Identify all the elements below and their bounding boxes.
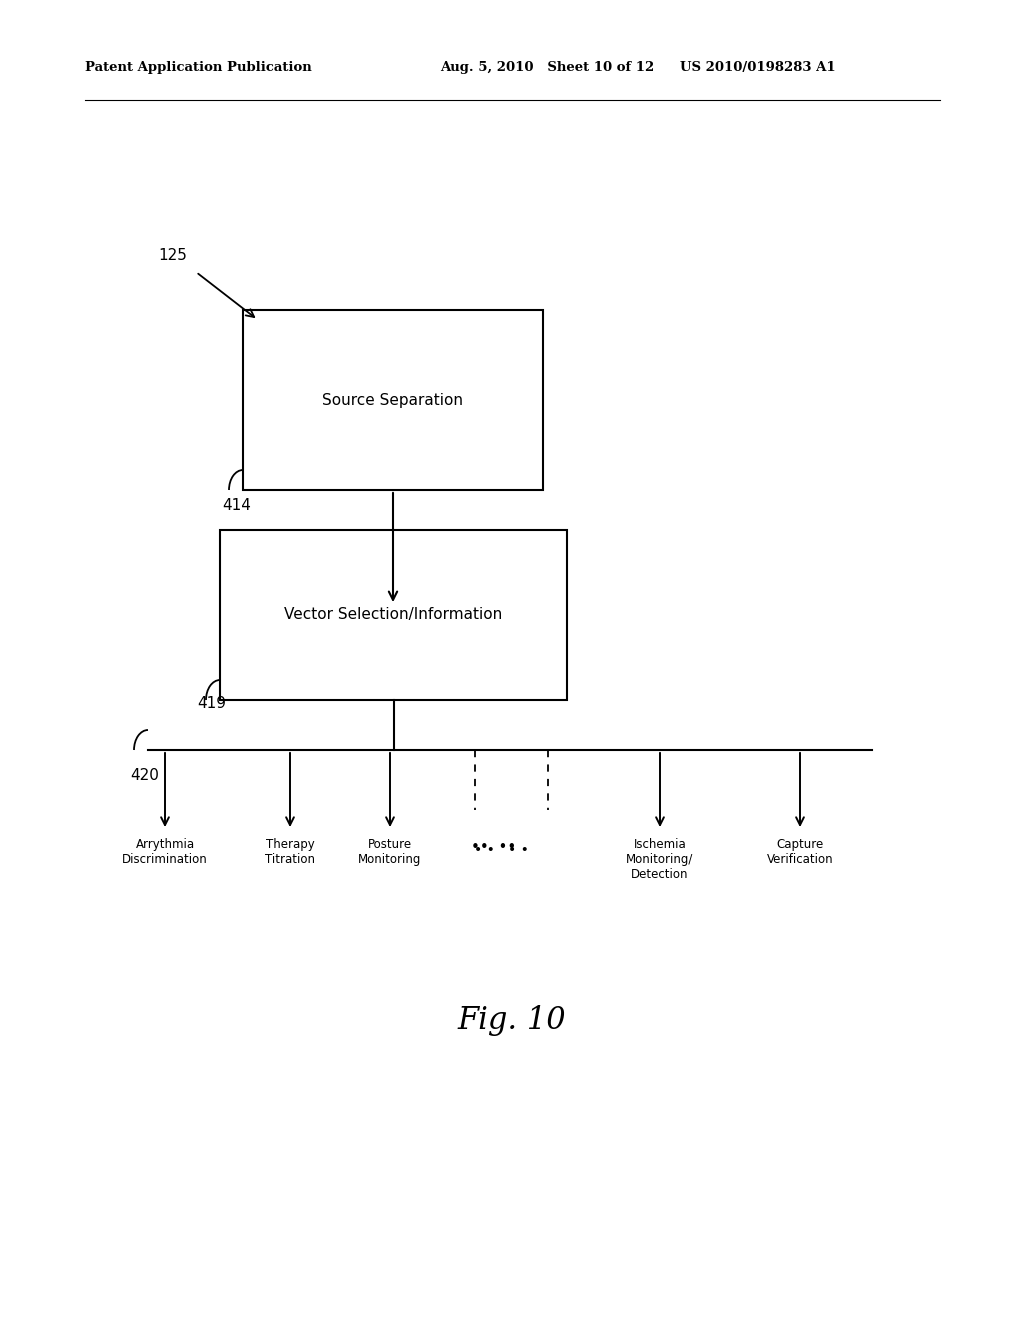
Bar xyxy=(220,531,567,700)
Text: Capture
Verification: Capture Verification xyxy=(767,838,834,866)
Text: Fig. 10: Fig. 10 xyxy=(458,1005,566,1035)
Text: Patent Application Publication: Patent Application Publication xyxy=(85,61,311,74)
Text: Posture
Monitoring: Posture Monitoring xyxy=(358,838,422,866)
Text: Aug. 5, 2010   Sheet 10 of 12: Aug. 5, 2010 Sheet 10 of 12 xyxy=(440,61,654,74)
Text: 125: 125 xyxy=(158,248,186,263)
Bar xyxy=(243,310,543,490)
Text: • •   • •: • • • • xyxy=(474,843,529,857)
Text: 419: 419 xyxy=(197,696,226,710)
Text: 420: 420 xyxy=(130,767,159,783)
Text: Vector Selection/Information: Vector Selection/Information xyxy=(285,607,503,623)
Text: Arrythmia
Discrimination: Arrythmia Discrimination xyxy=(122,838,208,866)
Text: Source Separation: Source Separation xyxy=(323,392,464,408)
Text: 414: 414 xyxy=(222,498,251,512)
Text: Therapy
Titration: Therapy Titration xyxy=(265,838,315,866)
Text: Ischemia
Monitoring/
Detection: Ischemia Monitoring/ Detection xyxy=(627,838,693,880)
Text: US 2010/0198283 A1: US 2010/0198283 A1 xyxy=(680,61,836,74)
Text: ••  ••: •• •• xyxy=(471,841,516,855)
